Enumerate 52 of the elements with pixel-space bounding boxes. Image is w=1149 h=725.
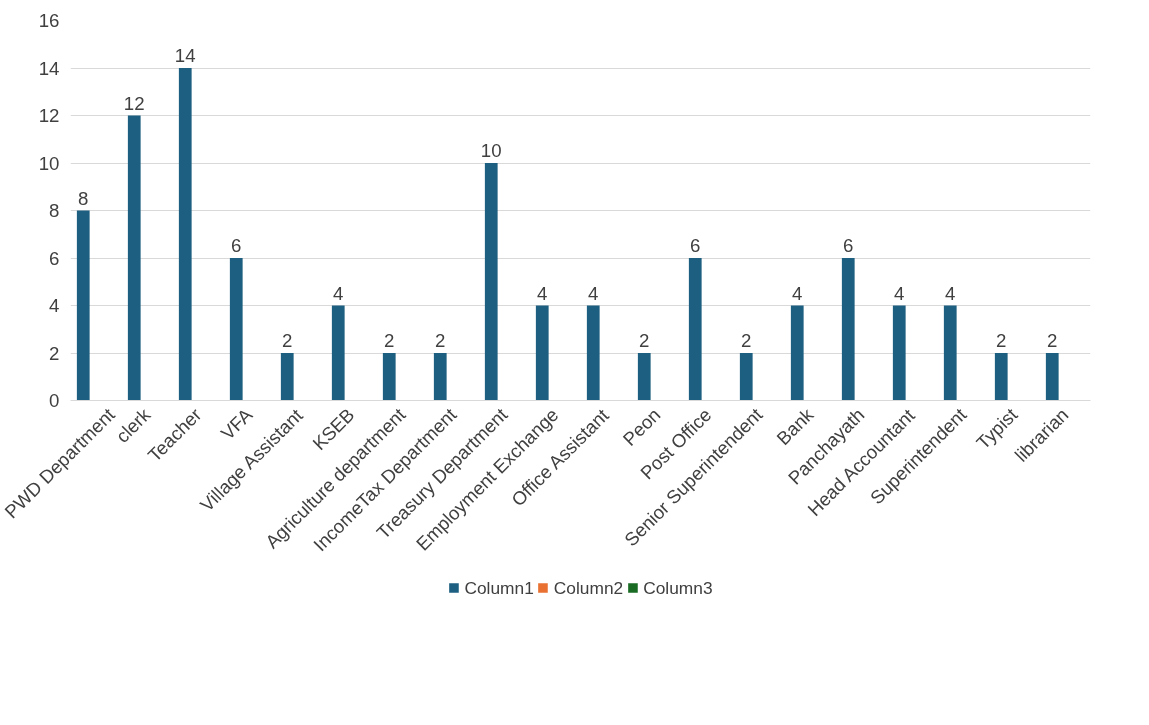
bar	[943, 305, 957, 401]
data-label: 2	[639, 330, 650, 351]
legend-label: Column3	[643, 577, 713, 598]
bar	[841, 258, 855, 401]
data-label: 4	[537, 282, 548, 304]
bar	[178, 68, 192, 401]
data-label: 2	[741, 330, 752, 351]
data-label: 2	[1047, 330, 1058, 351]
data-label: 6	[690, 235, 701, 256]
bar	[433, 353, 447, 401]
data-label: 14	[174, 45, 196, 66]
bar	[739, 353, 753, 401]
bar	[331, 305, 345, 401]
bar	[127, 115, 141, 401]
bar	[382, 353, 396, 401]
bar	[688, 258, 702, 401]
legend-label: Column2	[553, 577, 624, 598]
data-label: 2	[435, 330, 446, 351]
y-tick-label: 14	[38, 57, 60, 79]
data-label: 4	[945, 282, 956, 304]
data-label: 2	[384, 330, 395, 351]
bar	[1045, 353, 1059, 401]
y-tick-label: 4	[49, 295, 60, 316]
y-tick-label: 2	[49, 342, 60, 364]
bar	[76, 210, 90, 401]
y-tick-label: 0	[49, 390, 60, 411]
bar	[790, 305, 804, 401]
bar	[637, 353, 651, 401]
y-tick-label: 6	[49, 247, 60, 269]
bar	[535, 305, 549, 401]
data-label: 2	[996, 330, 1007, 351]
legend-label: Column1	[464, 577, 534, 598]
data-label: 4	[588, 282, 599, 304]
bar	[280, 353, 294, 401]
data-label: 4	[333, 282, 344, 304]
bar	[892, 305, 906, 401]
data-label: 6	[843, 235, 854, 256]
y-tick-label: 8	[49, 200, 60, 221]
bar	[994, 353, 1008, 401]
data-label: 2	[282, 330, 293, 351]
bar	[229, 258, 243, 401]
data-label: 4	[792, 282, 803, 304]
data-label: 4	[894, 282, 905, 304]
y-tick-label: 12	[38, 105, 60, 126]
bar	[484, 163, 498, 401]
data-label: 12	[123, 92, 145, 114]
data-label: 6	[231, 235, 242, 256]
y-tick-label: 16	[38, 10, 60, 31]
bar	[586, 305, 600, 401]
data-label: 10	[480, 140, 502, 161]
data-label: 8	[78, 187, 89, 209]
y-tick-label: 10	[38, 152, 60, 174]
